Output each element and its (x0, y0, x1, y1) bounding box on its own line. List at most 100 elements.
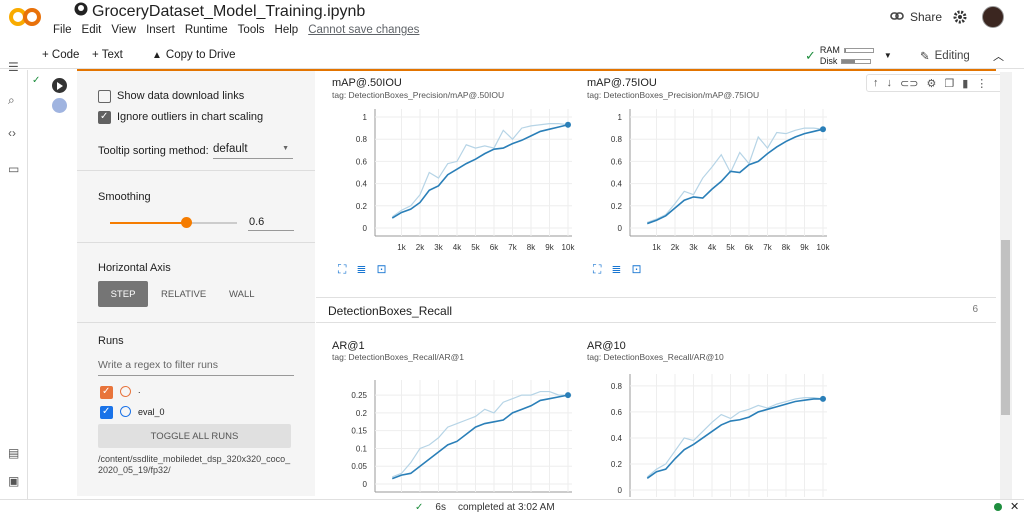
chart-title-ar1: AR@1 (332, 340, 365, 352)
editing-mode-button[interactable]: ✎ Editing (920, 49, 970, 63)
menu-tools[interactable]: Tools (237, 24, 265, 36)
y-tick-label: 0.2 (356, 409, 368, 418)
run-path: /content/ssdlite_mobiledet_dsp_320x320_c… (98, 454, 291, 475)
arrow-down-icon[interactable]: ↓ (886, 77, 893, 89)
axis-step-button[interactable]: STEP (98, 281, 148, 307)
editing-label: Editing (934, 50, 970, 62)
smoothing-slider[interactable] (110, 217, 237, 228)
smoothing-input[interactable]: 0.6 (248, 213, 294, 231)
chevron-down-icon[interactable]: ▼ (883, 51, 892, 60)
tooltip-sort-select[interactable]: default ▼ (213, 141, 293, 159)
toggle-all-runs-button[interactable]: TOGGLE ALL RUNS (98, 424, 291, 448)
share-button[interactable]: Share (890, 10, 942, 24)
y-tick-label: 0.4 (611, 180, 623, 189)
ignore-outliers-checkbox[interactable] (98, 111, 111, 124)
execution-completed: completed at 3:02 AM (457, 502, 555, 513)
files-icon[interactable]: ▭ (8, 162, 20, 176)
last-point (820, 395, 826, 402)
notebook-title[interactable]: GroceryDataset_Model_Training.ipynb (74, 2, 365, 21)
y-tick-label: 0.05 (351, 462, 367, 471)
execution-status[interactable]: ✓ 6s completed at 3:02 AM (415, 502, 555, 513)
x-tick-label: 6k (490, 243, 499, 252)
y-tick-label: 0 (363, 480, 368, 489)
menu-file[interactable]: File (53, 24, 72, 36)
more-icon[interactable]: ⋮ (976, 77, 988, 90)
run-checkbox-1[interactable] (100, 386, 113, 399)
run-color-2[interactable] (120, 406, 131, 417)
chevron-up-icon[interactable]: ︿ (993, 51, 1004, 63)
menu-runtime[interactable]: Runtime (184, 24, 228, 36)
menu-insert[interactable]: Insert (146, 24, 175, 36)
add-code-button[interactable]: + Code (42, 49, 80, 61)
show-download-checkbox[interactable] (98, 90, 111, 103)
pencil-icon: ✎ (920, 51, 930, 63)
log-scale-icon[interactable]: ≣ (356, 262, 367, 276)
tooltip-sort-label: Tooltip sorting method: (98, 145, 209, 157)
avatar[interactable] (982, 6, 1004, 28)
smoothing-slider-handle[interactable] (181, 217, 193, 228)
x-tick-label: 10k (817, 243, 831, 252)
runs-filter-input[interactable]: Write a regex to filter runs (98, 356, 294, 376)
search-icon[interactable]: ⌕ (8, 93, 15, 107)
chart-tag-map50: tag: DetectionBoxes_Precision/mAP@.50IOU (332, 90, 505, 100)
notebook-title-text[interactable]: GroceryDataset_Model_Training.ipynb (92, 2, 366, 20)
close-icon[interactable]: ✕ (1010, 501, 1020, 513)
run-color-1[interactable] (120, 386, 131, 397)
scrollbar-thumb[interactable] (1001, 240, 1010, 415)
gear-icon[interactable]: ⚙ (926, 77, 937, 90)
fit-domain-icon[interactable]: ⊡ (376, 262, 387, 276)
axis-wall-button[interactable]: WALL (229, 289, 255, 300)
ram-label: RAM (819, 45, 840, 55)
x-tick-label: 10k (562, 243, 576, 252)
x-tick-label: 7k (508, 243, 517, 252)
run-cell-button[interactable] (52, 78, 67, 93)
fullscreen-icon[interactable]: ⛶ (338, 262, 347, 276)
disk-bar (841, 58, 872, 64)
code-snippets-icon[interactable]: ‹› (8, 126, 16, 140)
y-tick-label: 0.6 (611, 408, 623, 417)
y-tick-label: 1 (363, 113, 368, 122)
x-tick-label: 1k (652, 243, 661, 252)
settings-gear-icon[interactable] (953, 10, 967, 29)
tooltip-sort-value: default (213, 143, 248, 155)
series-line (646, 128, 824, 225)
x-tick-label: 3k (689, 243, 698, 252)
run-checkbox-2[interactable] (100, 406, 113, 419)
fit-domain-icon[interactable]: ⊡ (631, 262, 642, 276)
card-toolbar: ↑ ↓ ⊂⊃ ⚙ ❐ ▮ ⋮ (866, 74, 1006, 92)
series-line (646, 397, 824, 478)
terminal-icon[interactable]: ▣ (8, 474, 20, 488)
resources-indicator[interactable]: ✓ RAM Disk ▼ (805, 45, 892, 66)
colab-logo[interactable] (8, 6, 42, 33)
x-tick-label: 2k (671, 243, 680, 252)
copy-icon[interactable]: ❐ (944, 77, 955, 90)
ram-bar (843, 47, 874, 53)
arrow-up-icon[interactable]: ↑ (873, 77, 879, 89)
horizontal-axis-label: Horizontal Axis (98, 262, 171, 274)
log-scale-icon[interactable]: ≣ (611, 262, 622, 276)
cannot-save-link[interactable]: Cannot save changes (308, 24, 420, 36)
toc-icon[interactable]: ☰ (8, 60, 19, 74)
chart-title-map50: mAP@.50IOU (332, 77, 402, 89)
command-palette-icon[interactable]: ▤ (8, 446, 20, 460)
delete-icon[interactable]: ▮ (962, 77, 969, 90)
link-icon[interactable]: ⊂⊃ (900, 77, 919, 90)
x-tick-label: 5k (471, 243, 480, 252)
chart-title-ar10: AR@10 (587, 340, 626, 352)
copy-to-drive-button[interactable]: ▲ Copy to Drive (152, 49, 236, 61)
fullscreen-icon[interactable]: ⛶ (593, 262, 602, 276)
add-text-button[interactable]: + Text (92, 49, 123, 61)
menu-edit[interactable]: Edit (81, 24, 102, 36)
x-tick-label: 8k (527, 243, 536, 252)
notebook-toolbar (0, 43, 1024, 69)
y-tick-label: 0 (618, 224, 623, 233)
chart-map75: 0 0.2 0.4 0.6 0.8 1 1k 2k 3k 4k 5k 6k 7k 8k 9k 10k (585, 100, 835, 265)
recall-group-header[interactable]: DetectionBoxes_Recall 6 (316, 297, 996, 323)
y-tick-label: 0.2 (611, 202, 623, 211)
axis-relative-button[interactable]: RELATIVE (161, 289, 207, 300)
menu-view[interactable]: View (111, 24, 137, 36)
horizontal-axis-section: Horizontal Axis STEP RELATIVE WALL (77, 243, 315, 323)
chart-controls-map75: ⛶ ≣ ⊡ (593, 262, 642, 277)
menu-help[interactable]: Help (274, 24, 299, 36)
y-tick-label: 0.2 (356, 202, 368, 211)
